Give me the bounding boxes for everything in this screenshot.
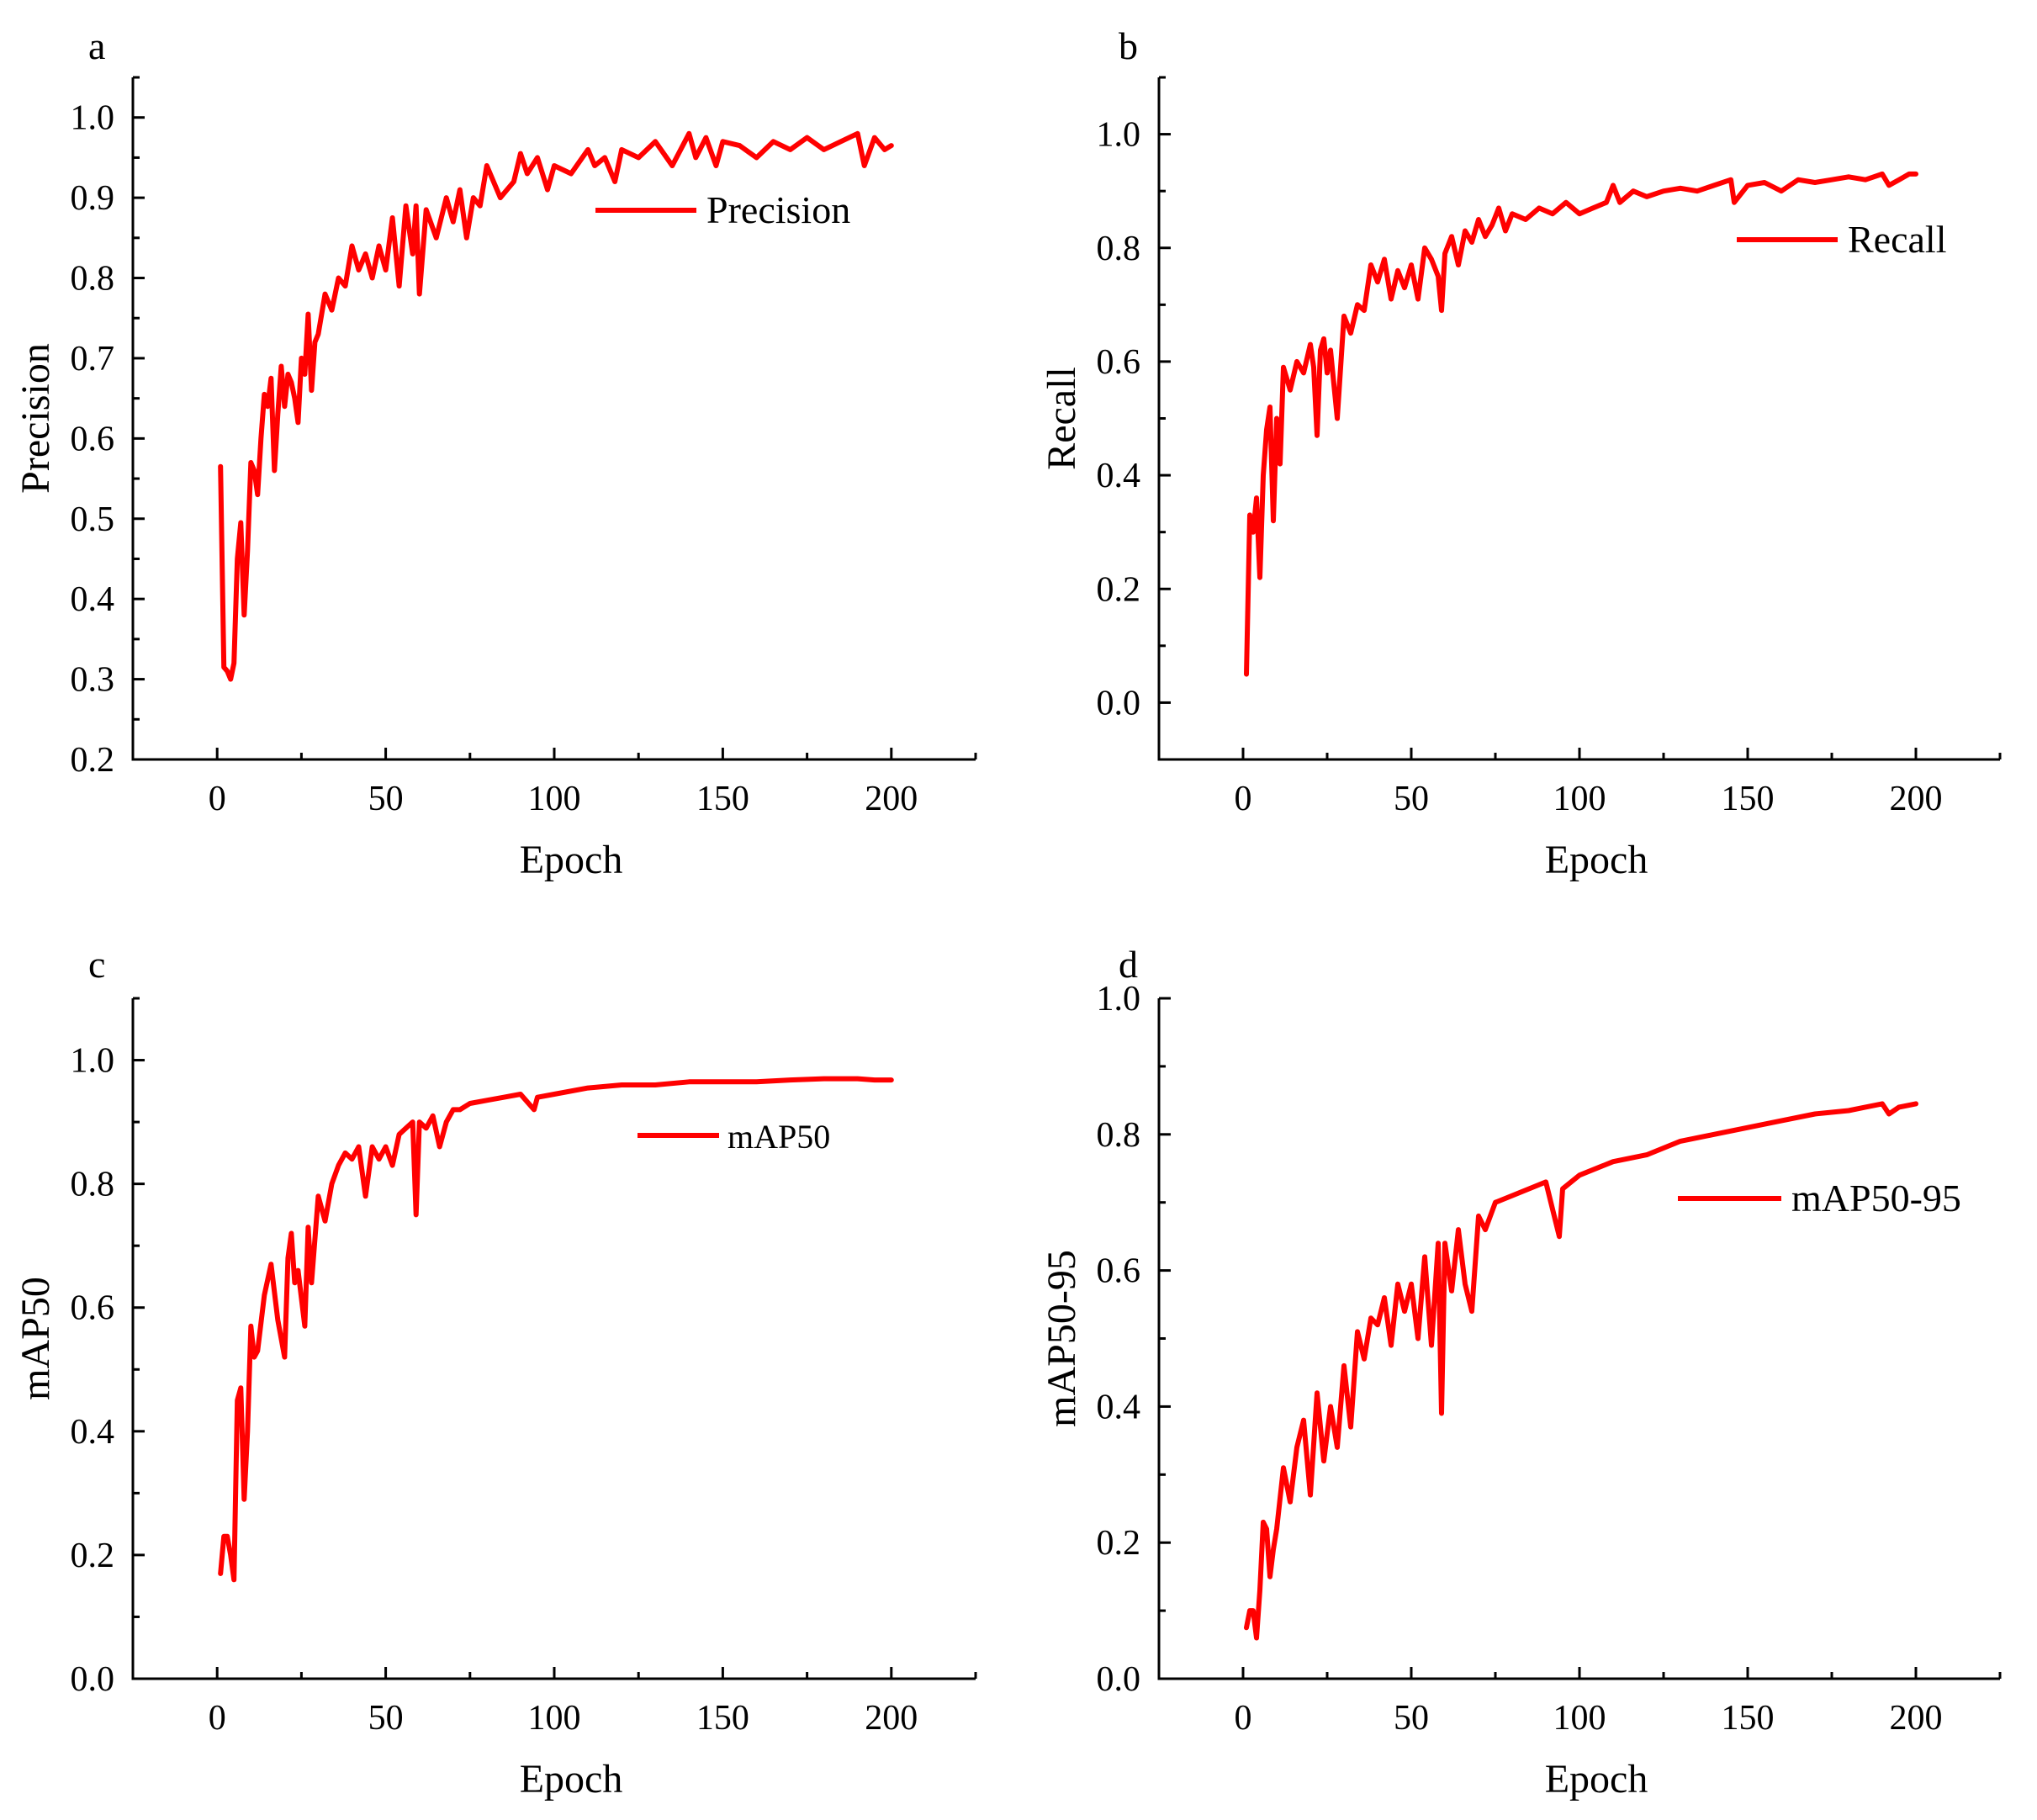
axes: [1157, 998, 2000, 1680]
y-tick-label: 0.0: [1097, 1660, 1141, 1699]
legend-label: Recall: [1848, 218, 1947, 261]
y-tick-label: 1.0: [71, 1042, 115, 1081]
y-tick-label: 0.6: [71, 1289, 115, 1328]
y-tick-label: 0.0: [71, 1660, 115, 1699]
y-tick-label: 0.6: [71, 420, 115, 458]
x-tick-label: 200: [865, 1699, 918, 1738]
legend: Precision: [595, 188, 850, 231]
x-axis-label: Epoch: [1545, 838, 1648, 882]
x-tick-label: 50: [368, 1699, 404, 1738]
y-tick-label: 0.7: [71, 340, 115, 378]
x-tick-label: 0: [1235, 1699, 1252, 1738]
y-tick-label: 1.0: [71, 99, 115, 138]
x-tick-label: 150: [696, 780, 749, 818]
x-axis-label: Epoch: [520, 1757, 623, 1801]
series-line-map50: [218, 1076, 894, 1583]
panel-label: a: [88, 24, 105, 67]
x-tick-label: 150: [1722, 1699, 1775, 1738]
y-tick-label: 0.8: [1097, 230, 1141, 268]
series-line-precision: [218, 130, 894, 682]
legend: Recall: [1737, 218, 1947, 261]
y-tick-label: 0.4: [71, 580, 115, 619]
x-tick-label: 50: [1394, 1699, 1429, 1738]
y-tick-label: 0.8: [71, 1166, 115, 1204]
x-tick-label: 0: [209, 780, 226, 818]
x-axis-label: Epoch: [520, 838, 623, 882]
y-tick-label: 0.4: [1097, 1388, 1141, 1426]
legend-label: mAP50-95: [1791, 1177, 1961, 1220]
y-tick-label: 0.6: [1097, 343, 1141, 382]
y-tick-label: 0.9: [71, 179, 115, 218]
y-axis-label: mAP50-95: [1040, 1250, 1084, 1427]
legend-label: mAP50: [728, 1118, 830, 1156]
axes: [131, 77, 976, 761]
y-tick-label: 0.8: [71, 260, 115, 299]
series-line-map50-95: [1244, 1101, 1918, 1641]
panel-c: c 0 50 100 150 200 0.0 0.2 0.4 0.6 0.8 1.0 Epoch mAP5…: [13, 943, 977, 1801]
y-tick-label: 0.0: [1097, 684, 1141, 722]
legend: mAP50: [638, 1118, 830, 1156]
legend: mAP50-95: [1678, 1177, 1961, 1220]
y-tick-label: 0.2: [71, 741, 115, 780]
panel-label: b: [1119, 24, 1138, 67]
series-line-recall: [1244, 171, 1918, 677]
x-tick-label: 200: [1890, 780, 1943, 818]
y-axis-label: Recall: [1040, 367, 1084, 470]
y-tick-label: 0.5: [71, 500, 115, 539]
panel-b: b 0 50 100 150 200 0.0 0.2 0.4 0.6 0.8 1.0 Epoch Reca…: [1040, 24, 2002, 882]
x-tick-label: 150: [1722, 780, 1775, 818]
x-axis-label: Epoch: [1545, 1757, 1648, 1801]
x-tick-label: 200: [1890, 1699, 1943, 1738]
y-tick-label: 0.4: [71, 1413, 115, 1452]
x-tick-label: 50: [368, 780, 404, 818]
y-axis-label: Precision: [13, 343, 58, 494]
x-tick-label: 200: [865, 780, 918, 818]
y-tick-label: 0.2: [1097, 570, 1141, 609]
x-tick-label: 0: [209, 1699, 226, 1738]
panel-a: a 0 50 100 150 200 0.2 0.3 0.4 0.5 0.6 0.7 0.8 0.9 1.0…: [13, 24, 977, 882]
y-tick-label: 1.0: [1097, 980, 1141, 1018]
y-tick-label: 0.4: [1097, 457, 1141, 495]
x-tick-label: 100: [1553, 1699, 1606, 1738]
x-tick-label: 100: [528, 780, 581, 818]
x-tick-label: 150: [696, 1699, 749, 1738]
panel-d: d 0 50 100 150 200 0.0 0.2 0.4 0.6 0.8 1.0 Epoch mAP5…: [1040, 943, 2002, 1801]
y-tick-label: 1.0: [1097, 116, 1141, 155]
y-tick-label: 0.2: [1097, 1524, 1141, 1563]
x-tick-label: 100: [528, 1699, 581, 1738]
y-tick-label: 0.8: [1097, 1116, 1141, 1155]
panel-label: c: [88, 943, 105, 986]
x-tick-label: 50: [1394, 780, 1429, 818]
y-axis-label: mAP50: [13, 1277, 58, 1400]
panel-label: d: [1119, 943, 1138, 986]
y-tick-label: 0.2: [71, 1537, 115, 1575]
legend-label: Precision: [706, 188, 850, 231]
y-tick-label: 0.3: [71, 661, 115, 700]
axes: [1157, 77, 2000, 761]
x-tick-label: 0: [1235, 780, 1252, 818]
x-tick-label: 100: [1553, 780, 1606, 818]
y-tick-label: 0.6: [1097, 1252, 1141, 1291]
